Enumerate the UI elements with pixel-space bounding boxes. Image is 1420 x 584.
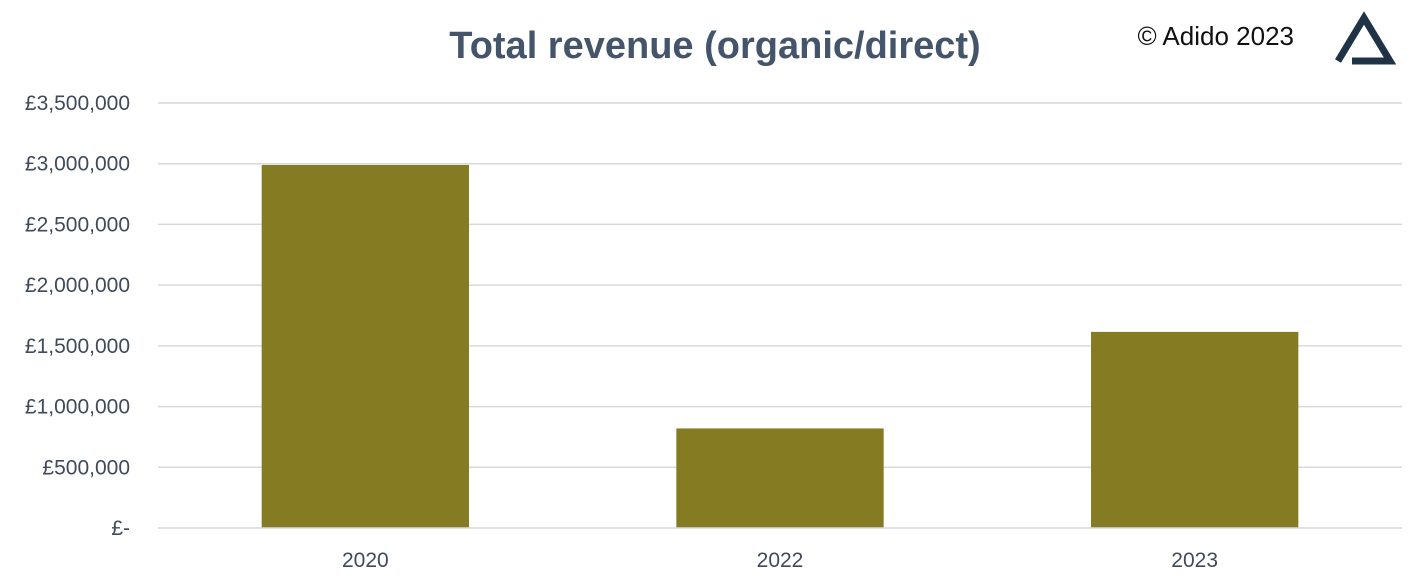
bars <box>261 164 1299 528</box>
y-tick-label: £2,000,000 <box>25 274 130 297</box>
adido-logo-icon <box>1335 11 1397 65</box>
x-tick-label: 2022 <box>757 549 804 572</box>
x-tick-label: 2023 <box>1171 549 1218 572</box>
y-tick-label: £3,000,000 <box>25 153 130 176</box>
copyright-text: © Adido 2023 <box>1137 21 1294 51</box>
y-tick-label: £3,500,000 <box>25 92 130 115</box>
y-tick-label: £1,500,000 <box>25 335 130 358</box>
y-tick-label: £500,000 <box>42 456 130 479</box>
bar-2020 <box>261 164 469 528</box>
y-axis-tick-labels: £- £500,000 £1,000,000 £1,500,000 £2,000,000… <box>25 92 130 540</box>
x-axis-tick-labels: 2020 2022 2023 <box>342 549 1218 572</box>
chart-title: Total revenue (organic/direct) <box>449 25 980 67</box>
bar-2023 <box>1091 331 1299 528</box>
bar-2022 <box>676 428 884 528</box>
x-tick-label: 2020 <box>342 549 389 572</box>
y-tick-label: £2,500,000 <box>25 213 130 236</box>
y-tick-label: £1,000,000 <box>25 396 130 419</box>
y-tick-label: £- <box>111 517 130 540</box>
